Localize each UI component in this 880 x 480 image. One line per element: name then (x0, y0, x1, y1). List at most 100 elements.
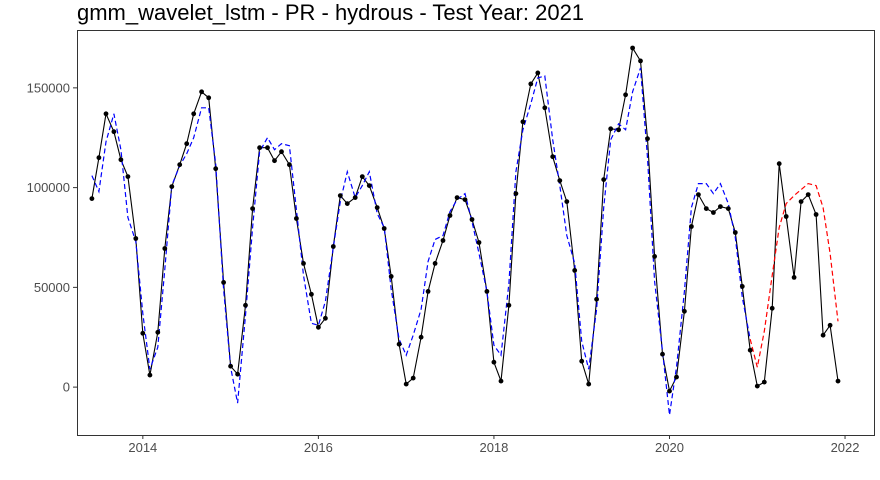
data-point (140, 330, 146, 336)
x-axis: 2014 2016 2018 2020 2022 (128, 435, 859, 455)
data-point (535, 70, 541, 76)
data-point (359, 174, 365, 180)
data-point (550, 154, 556, 160)
data-point (432, 261, 438, 266)
x-tick-label: 2020 (655, 440, 684, 455)
data-point (265, 145, 270, 151)
x-tick-label: 2022 (831, 440, 860, 455)
data-point (769, 305, 775, 311)
data-point (330, 244, 336, 249)
chart-title: gmm_wavelet_lstm - PR - hydrous - Test Y… (77, 0, 585, 25)
data-point (169, 184, 175, 190)
data-point (366, 183, 372, 189)
y-axis: 0 50000 100000 150000 (27, 80, 77, 395)
data-point (103, 111, 109, 117)
data-point (111, 129, 117, 135)
data-point (257, 145, 262, 151)
data-point (827, 322, 833, 328)
data-point (133, 236, 139, 241)
data-point (579, 358, 585, 364)
data-point (440, 238, 446, 243)
data-point (177, 162, 183, 168)
data-point (147, 372, 153, 378)
data-point (162, 246, 168, 251)
data-point (542, 105, 548, 111)
data-point (682, 308, 687, 314)
data-point (798, 199, 804, 205)
data-point (506, 302, 512, 308)
data-point (89, 196, 95, 202)
data-point (660, 351, 665, 357)
data-point (344, 201, 350, 207)
data-point (381, 226, 387, 231)
data-point (309, 291, 314, 297)
data-point (520, 119, 526, 125)
forecast-series-line (749, 182, 839, 368)
data-point (396, 341, 402, 347)
data-point (199, 89, 205, 95)
data-point (616, 127, 621, 133)
data-point (221, 280, 227, 285)
y-tick-label: 150000 (27, 80, 70, 95)
data-point (498, 378, 504, 384)
data-point (403, 381, 409, 387)
data-point (630, 45, 635, 51)
x-tick-label: 2014 (128, 440, 157, 455)
data-point (732, 230, 738, 235)
data-point (528, 81, 534, 87)
data-point (739, 284, 745, 289)
data-point (674, 374, 679, 380)
data-point (791, 275, 797, 280)
data-point (476, 240, 482, 245)
data-point (564, 199, 570, 205)
x-tick-label: 2018 (479, 440, 508, 455)
data-point (454, 195, 460, 201)
data-point (491, 359, 497, 365)
data-point (638, 58, 643, 64)
data-point (228, 363, 234, 369)
data-point (191, 111, 197, 117)
data-point (447, 213, 453, 218)
data-point (184, 141, 190, 147)
data-point (388, 274, 394, 279)
fitted-series-line (91, 67, 751, 416)
y-tick-label: 50000 (34, 280, 70, 295)
data-point (155, 329, 161, 335)
data-point (608, 126, 614, 132)
data-point (725, 206, 731, 212)
data-point (623, 92, 628, 98)
data-point (711, 210, 716, 215)
data-point (287, 162, 292, 168)
data-point (301, 261, 306, 266)
data-point (594, 296, 599, 302)
data-point (761, 379, 767, 385)
data-point (337, 193, 343, 199)
data-point (586, 381, 592, 387)
data-point (272, 158, 277, 164)
data-point (820, 332, 826, 338)
data-point (469, 217, 475, 222)
data-point (425, 289, 431, 294)
data-point (243, 302, 248, 308)
data-point (279, 149, 284, 155)
data-point (835, 378, 841, 384)
data-point (125, 174, 131, 180)
data-point (323, 315, 328, 321)
data-point (747, 347, 753, 353)
data-point (718, 204, 723, 210)
data-point (206, 95, 212, 101)
data-point (754, 383, 760, 389)
data-point (250, 206, 256, 212)
data-point (572, 268, 578, 273)
data-point (316, 324, 321, 330)
data-point (696, 192, 701, 198)
data-point (652, 254, 657, 259)
data-point (667, 388, 672, 394)
x-tick-label: 2016 (304, 440, 333, 455)
data-point (418, 334, 424, 340)
y-tick-label: 0 (63, 380, 70, 395)
data-point (96, 155, 102, 161)
data-point (783, 214, 789, 219)
data-point (513, 191, 519, 197)
